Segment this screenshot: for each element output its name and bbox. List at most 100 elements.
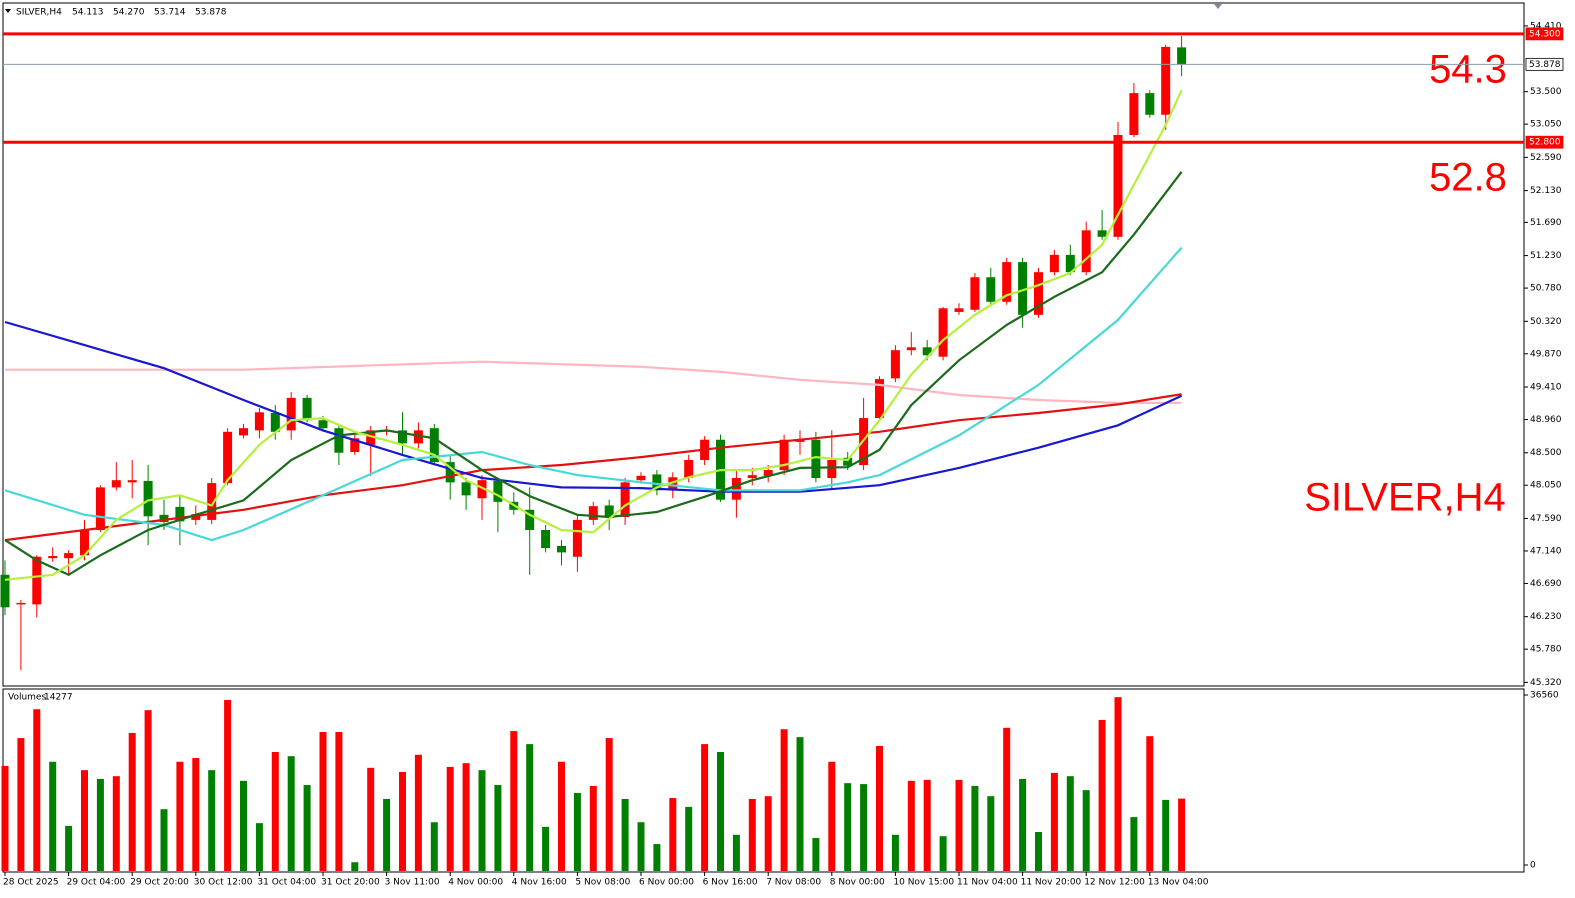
- candle-body: [1161, 46, 1171, 115]
- candle-body: [413, 430, 423, 444]
- symbol-label: SILVER,H4: [16, 8, 62, 18]
- candle-body: [334, 428, 344, 453]
- x-tick-label: 3 Nov 11:00: [385, 878, 440, 888]
- volume-bar: [971, 785, 979, 871]
- candle-body: [286, 397, 296, 431]
- price-box-label: 54.300: [1529, 29, 1561, 39]
- x-tick-label: 7 Nov 08:00: [766, 878, 821, 888]
- candle-body: [795, 439, 805, 442]
- y-tick-label: 48.500: [1530, 448, 1562, 458]
- x-tick-label: 6 Nov 00:00: [639, 878, 694, 888]
- candle-body: [223, 431, 233, 484]
- candle-body: [1113, 134, 1123, 237]
- candle-body: [1129, 93, 1139, 135]
- volume-bar: [764, 796, 772, 871]
- volume-bar: [1130, 817, 1138, 871]
- volume-bar: [685, 806, 693, 871]
- candle-body: [254, 412, 264, 431]
- volume-bar: [1019, 778, 1027, 871]
- y-tick-label: 51.690: [1530, 218, 1562, 228]
- volume-bar: [17, 738, 25, 871]
- candle-body: [48, 556, 58, 559]
- volume-bar: [367, 767, 375, 871]
- volume-bar: [1, 765, 9, 871]
- candle-body: [588, 506, 598, 520]
- candle-body: [111, 480, 121, 488]
- volume-bar: [208, 770, 216, 871]
- candle-body: [811, 439, 821, 479]
- annotation: 52.8: [1429, 156, 1507, 200]
- volume-bar: [573, 792, 581, 871]
- volume-bar: [319, 732, 327, 871]
- volume-bar: [526, 744, 534, 871]
- volume-bar: [65, 825, 73, 871]
- volume-tick-label: 0: [1530, 861, 1536, 871]
- volume-bar: [1066, 776, 1074, 871]
- volume-bar: [81, 770, 88, 871]
- volume-bar: [430, 822, 438, 871]
- x-tick-label: 4 Nov 16:00: [512, 878, 567, 888]
- candle-body: [318, 420, 328, 429]
- candle-body: [572, 519, 582, 557]
- x-tick-label: 11 Nov 20:00: [1021, 878, 1082, 888]
- volume-bar: [33, 709, 41, 871]
- volume-bar: [717, 752, 724, 871]
- volume-bar: [876, 745, 883, 871]
- volume-bar: [383, 798, 391, 871]
- volume-panel: [2, 688, 1525, 873]
- x-tick-label: 31 Oct 04:00: [257, 878, 316, 888]
- candle-body: [922, 347, 932, 356]
- y-tick-label: 49.870: [1530, 349, 1562, 359]
- volume-bar: [1114, 697, 1122, 871]
- candle-body: [493, 480, 503, 502]
- volume-current: 14277: [44, 693, 73, 703]
- volume-bar: [812, 838, 820, 871]
- volume-bar: [732, 834, 740, 871]
- candle-body: [302, 397, 312, 421]
- volume-bar: [478, 770, 486, 871]
- candle-body: [1034, 272, 1043, 315]
- candle-body: [604, 505, 614, 518]
- candle-body: [32, 556, 42, 605]
- x-tick-label: 28 Oct 2025: [3, 878, 59, 888]
- volume-bar: [255, 823, 263, 871]
- moving-average: [4, 246, 1183, 542]
- x-tick-label: 12 Nov 12:00: [1084, 878, 1145, 888]
- menu-arrow[interactable]: [5, 9, 11, 13]
- y-tick-label: 50.780: [1530, 284, 1562, 294]
- volume-bar: [987, 796, 995, 871]
- volume-bar: [955, 779, 963, 871]
- volume-bar: [891, 834, 899, 871]
- volume-bar: [49, 761, 57, 871]
- x-tick-label: 11 Nov 04:00: [957, 878, 1018, 888]
- price-panel: [2, 2, 1525, 687]
- volume-bar: [907, 780, 915, 871]
- candle-body: [80, 530, 89, 556]
- volume-bar: [462, 763, 470, 871]
- candle-body: [986, 277, 996, 302]
- price-box-label: 53.878: [1529, 60, 1561, 70]
- volume-bar: [144, 710, 152, 871]
- annotation: SILVER,H4: [1304, 476, 1506, 520]
- candle-body: [1049, 254, 1059, 273]
- volume-bar: [112, 776, 120, 871]
- x-tick-label: 4 Nov 00:00: [448, 878, 503, 888]
- header-ohlc: 53.878: [195, 8, 227, 18]
- volume-bar: [860, 784, 868, 871]
- volume-bar: [1178, 798, 1186, 871]
- volume-tick-label: 36560: [1530, 691, 1559, 701]
- volume-bar: [653, 844, 661, 871]
- y-tick-label: 46.230: [1530, 612, 1562, 622]
- header-ohlc: 54.113: [72, 8, 104, 18]
- y-tick-label: 53.050: [1530, 120, 1562, 130]
- annotation: 54.3: [1429, 48, 1507, 92]
- volume-bar: [335, 732, 343, 871]
- header-ohlc: 53.714: [154, 8, 186, 18]
- candle-body: [1018, 262, 1028, 315]
- price-box: [1525, 57, 1564, 71]
- y-tick-label: 48.050: [1530, 481, 1562, 491]
- candle-body: [652, 474, 662, 491]
- volume-bar: [510, 731, 518, 871]
- moving-average: [4, 89, 1183, 581]
